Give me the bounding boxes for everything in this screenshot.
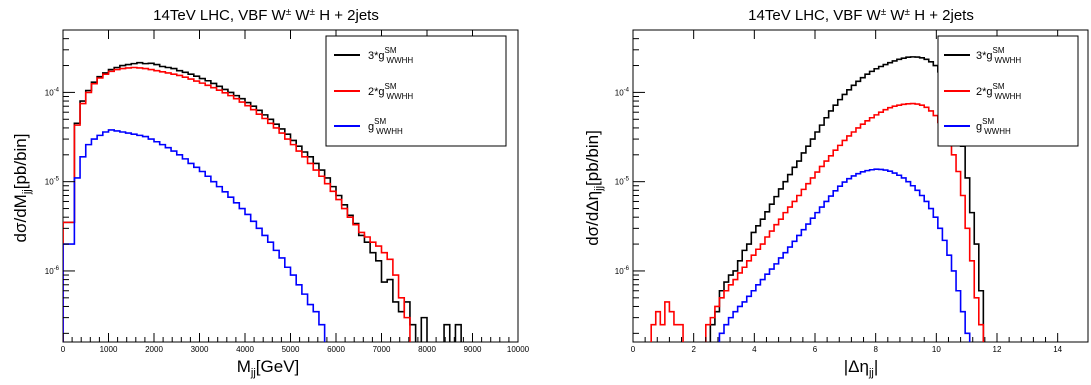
left-x-tick-label: 1000 [100,345,118,354]
right-series-line-3 [718,168,971,342]
right-x-tick-label: 10 [932,345,941,354]
right-x-tick-label: 12 [993,345,1002,354]
right-x-axis: 0 2 4 6 8 10 12 14 [631,30,1063,354]
right-legend-label-2: 2*gSM WWHH [976,82,1021,101]
right-x-axis-title: |Δηjj| [844,357,879,379]
right-plot-area: 0 2 4 6 8 10 12 14 10-6 10-5 10-4 [615,29,1089,354]
left-y-tick-label: 10-6 [45,266,60,276]
left-x-tick-label: 7000 [373,345,391,354]
right-series-group [650,56,985,342]
left-plot-area: 0 1000 2000 3000 4000 5000 6000 7000 8000 9000 100… [45,29,530,354]
right-x-tick-label: 14 [1053,345,1062,354]
left-series-line-2 [63,66,411,342]
left-series-group [63,61,462,342]
right-chart-title: 14TeV LHC, VBF W± W± H + 2jets [748,7,974,24]
left-legend-label-1: 3*gSM WWHH [368,46,413,65]
left-y-tick-label: 10-4 [45,87,60,97]
left-x-tick-label: 8000 [418,345,436,354]
left-x-axis: 0 1000 2000 3000 4000 5000 6000 7000 8000 9000 100… [61,30,530,354]
left-chart-title: 14TeV LHC, VBF W± W± H + 2jets [153,7,379,24]
right-y-tick-label: 10-4 [615,87,630,97]
right-x-tick-label: 6 [813,345,818,354]
right-legend-label-1: 3*gSM WWHH [976,46,1021,65]
left-x-tick-label: 5000 [282,345,300,354]
right-x-tick-label: 0 [631,345,636,354]
left-y-tick-label: 10-5 [45,177,60,187]
right-legend: 3*gSM WWHH 2*gSM WWHH gSM WWHH [937,35,1079,147]
left-x-tick-label: 9000 [464,345,482,354]
right-y-tick-label: 10-5 [615,177,630,187]
left-y-axis: 10-6 10-5 10-4 [45,29,75,334]
right-series-line-1 [709,56,985,342]
right-y-tick-label: 10-6 [615,266,630,276]
left-x-tick-label: 3000 [191,345,209,354]
right-chart: 14TeV LHC, VBF W± W± H + 2jets 0 2 4 6 8 10 12… [583,7,1089,379]
right-y-axis-title: dσ/dΔηjj[pb/bin] [583,130,605,246]
left-x-axis-title: Mjj[GeV] [237,357,300,379]
left-series-line-3 [63,129,326,342]
left-legend-label-2: 2*gSM WWHH [368,82,413,101]
left-x-tick-label: 4000 [236,345,254,354]
left-legend-label-3: gSM WWHH [368,117,403,136]
right-y-axis: 10-6 10-5 10-4 [615,29,645,334]
left-x-tick-label: 10000 [507,345,530,354]
right-x-tick-label: 8 [873,345,878,354]
right-series-line-2 [650,102,985,342]
right-x-tick-label: 4 [752,345,757,354]
left-legend: 3*gSM WWHH 2*gSM WWHH gSM WWHH [325,35,507,147]
left-chart: 14TeV LHC, VBF W± W± H + 2jets 0 1000 2000… [11,7,530,379]
left-x-tick-label: 6000 [327,345,345,354]
left-x-tick-label: 0 [61,345,66,354]
left-x-tick-label: 2000 [145,345,163,354]
left-y-axis-title: dσ/dMjj[pb/bin] [11,134,33,243]
right-x-tick-label: 2 [691,345,696,354]
right-legend-label-3: gSM WWHH [976,117,1011,136]
